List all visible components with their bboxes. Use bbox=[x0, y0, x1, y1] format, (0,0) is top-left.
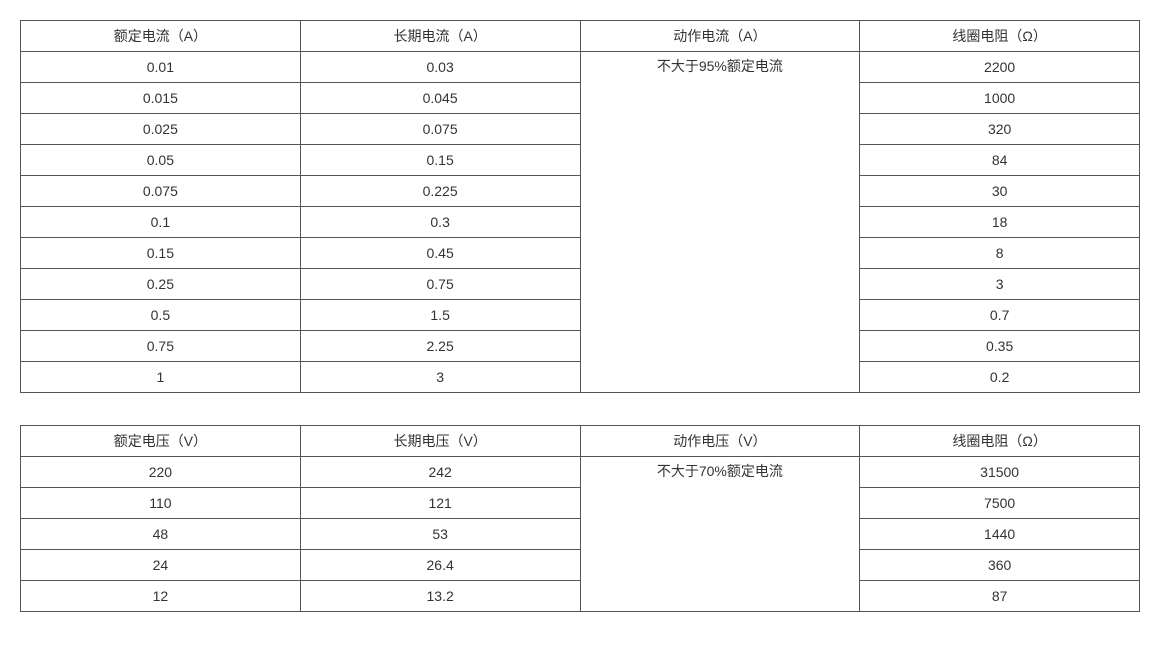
cell: 18 bbox=[860, 207, 1140, 238]
cell: 0.75 bbox=[300, 269, 580, 300]
cell: 0.7 bbox=[860, 300, 1140, 331]
cell: 0.03 bbox=[300, 52, 580, 83]
cell: 0.15 bbox=[300, 145, 580, 176]
cell: 31500 bbox=[860, 457, 1140, 488]
action-current-merged-cell: 不大于95%额定电流 bbox=[580, 52, 860, 393]
cell: 0.025 bbox=[21, 114, 301, 145]
voltage-spec-table: 额定电压（V） 长期电压（V） 动作电压（V） 线圈电阻（Ω） 220 242 … bbox=[20, 425, 1140, 612]
col-header-longterm-current: 长期电流（A） bbox=[300, 21, 580, 52]
col-header-coil-resistance: 线圈电阻（Ω） bbox=[860, 21, 1140, 52]
cell: 121 bbox=[300, 488, 580, 519]
col-header-rated-current: 额定电流（A） bbox=[21, 21, 301, 52]
cell: 84 bbox=[860, 145, 1140, 176]
cell: 0.25 bbox=[21, 269, 301, 300]
cell: 0.075 bbox=[300, 114, 580, 145]
cell: 320 bbox=[860, 114, 1140, 145]
cell: 3 bbox=[860, 269, 1140, 300]
cell: 8 bbox=[860, 238, 1140, 269]
cell: 0.075 bbox=[21, 176, 301, 207]
cell: 30 bbox=[860, 176, 1140, 207]
cell: 13.2 bbox=[300, 581, 580, 612]
cell: 2.25 bbox=[300, 331, 580, 362]
cell: 0.45 bbox=[300, 238, 580, 269]
cell: 220 bbox=[21, 457, 301, 488]
cell: 0.2 bbox=[860, 362, 1140, 393]
col-header-action-voltage: 动作电压（V） bbox=[580, 426, 860, 457]
col-header-action-current: 动作电流（A） bbox=[580, 21, 860, 52]
cell: 12 bbox=[21, 581, 301, 612]
col-header-coil-resistance: 线圈电阻（Ω） bbox=[860, 426, 1140, 457]
current-spec-table: 额定电流（A） 长期电流（A） 动作电流（A） 线圈电阻（Ω） 0.01 0.0… bbox=[20, 20, 1140, 393]
cell: 1000 bbox=[860, 83, 1140, 114]
cell: 0.15 bbox=[21, 238, 301, 269]
cell: 24 bbox=[21, 550, 301, 581]
col-header-longterm-voltage: 长期电压（V） bbox=[300, 426, 580, 457]
cell: 0.5 bbox=[21, 300, 301, 331]
cell: 26.4 bbox=[300, 550, 580, 581]
cell: 0.01 bbox=[21, 52, 301, 83]
cell: 3 bbox=[300, 362, 580, 393]
cell: 1 bbox=[21, 362, 301, 393]
cell: 0.045 bbox=[300, 83, 580, 114]
cell: 48 bbox=[21, 519, 301, 550]
col-header-rated-voltage: 额定电压（V） bbox=[21, 426, 301, 457]
cell: 2200 bbox=[860, 52, 1140, 83]
table-header-row: 额定电流（A） 长期电流（A） 动作电流（A） 线圈电阻（Ω） bbox=[21, 21, 1140, 52]
cell: 0.05 bbox=[21, 145, 301, 176]
cell: 7500 bbox=[860, 488, 1140, 519]
cell: 53 bbox=[300, 519, 580, 550]
cell: 0.75 bbox=[21, 331, 301, 362]
cell: 110 bbox=[21, 488, 301, 519]
cell: 0.3 bbox=[300, 207, 580, 238]
table-row: 220 242 不大于70%额定电流 31500 bbox=[21, 457, 1140, 488]
cell: 87 bbox=[860, 581, 1140, 612]
table-row: 0.01 0.03 不大于95%额定电流 2200 bbox=[21, 52, 1140, 83]
cell: 0.225 bbox=[300, 176, 580, 207]
cell: 0.35 bbox=[860, 331, 1140, 362]
action-voltage-merged-cell: 不大于70%额定电流 bbox=[580, 457, 860, 612]
cell: 1.5 bbox=[300, 300, 580, 331]
cell: 0.1 bbox=[21, 207, 301, 238]
cell: 1440 bbox=[860, 519, 1140, 550]
table-header-row: 额定电压（V） 长期电压（V） 动作电压（V） 线圈电阻（Ω） bbox=[21, 426, 1140, 457]
cell: 360 bbox=[860, 550, 1140, 581]
cell: 0.015 bbox=[21, 83, 301, 114]
cell: 242 bbox=[300, 457, 580, 488]
